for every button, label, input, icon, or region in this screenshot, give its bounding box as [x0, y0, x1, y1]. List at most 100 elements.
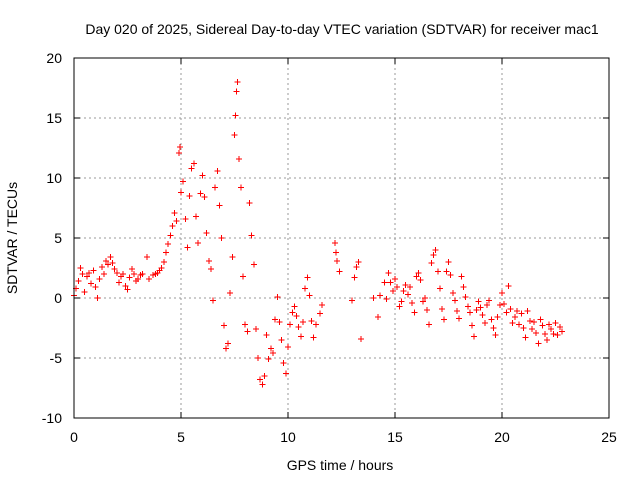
data-point [218, 235, 225, 241]
data-point [190, 160, 197, 167]
data-point [447, 272, 454, 279]
data-point [451, 297, 458, 304]
y-tick-label: -5 [50, 350, 63, 366]
data-point [265, 356, 272, 363]
data-point [351, 274, 358, 281]
data-point [353, 263, 360, 270]
data-point [505, 283, 512, 289]
data-point [460, 284, 467, 291]
data-point [246, 200, 253, 207]
data-point [419, 298, 426, 305]
data-point [409, 299, 416, 306]
data-point [165, 241, 172, 247]
data-point [336, 268, 343, 275]
data-point [295, 323, 302, 330]
data-point [374, 314, 381, 321]
data-point [234, 79, 241, 85]
data-point [402, 281, 409, 288]
data-point [548, 326, 555, 333]
data-point [511, 314, 518, 321]
data-point [79, 271, 86, 277]
data-point [158, 265, 165, 271]
data-point [524, 308, 531, 315]
data-point [528, 326, 535, 333]
data-point [466, 309, 473, 316]
data-point [385, 269, 392, 276]
data-point [424, 307, 431, 313]
x-tick-label: 5 [177, 429, 185, 445]
data-point [436, 285, 443, 292]
data-point [445, 259, 452, 265]
data-point [212, 184, 219, 191]
data-point [411, 309, 418, 316]
data-point [103, 257, 110, 264]
data-point [173, 218, 180, 225]
y-tick-label: -10 [42, 410, 62, 426]
data-point [394, 284, 401, 291]
data-point [285, 344, 291, 351]
data-point [302, 285, 309, 292]
data-point [518, 310, 525, 317]
data-point [289, 309, 296, 316]
data-point [175, 149, 182, 156]
data-point [233, 88, 240, 95]
data-point [558, 328, 565, 335]
data-point [257, 376, 264, 383]
data-point [507, 305, 514, 312]
data-point [490, 325, 497, 331]
data-point [312, 321, 319, 328]
data-point [244, 328, 251, 335]
x-tick-label: 15 [387, 429, 403, 445]
data-point [188, 165, 195, 172]
data-point [421, 295, 428, 301]
data-point [178, 189, 184, 196]
data-point [210, 297, 217, 304]
data-point [111, 266, 118, 273]
data-point [276, 319, 283, 325]
data-point [492, 332, 499, 339]
data-point [124, 286, 131, 293]
data-point [449, 290, 456, 297]
data-point [297, 333, 304, 340]
data-point [96, 275, 103, 282]
x-tick-label: 25 [601, 429, 617, 445]
data-point [180, 178, 187, 185]
data-point [543, 337, 550, 343]
data-point [552, 320, 559, 327]
data-point [541, 331, 548, 337]
data-point [469, 322, 476, 329]
grid-layer [74, 58, 609, 418]
data-point [263, 332, 270, 339]
data-point [475, 298, 482, 305]
data-point [317, 310, 324, 317]
data-point [454, 308, 461, 315]
data-point [533, 329, 540, 336]
data-point [229, 254, 236, 261]
data-point [462, 293, 469, 300]
data-point [83, 273, 90, 280]
y-tick-label: 5 [54, 230, 62, 246]
data-point [443, 268, 450, 275]
data-point [242, 321, 249, 328]
data-point [248, 232, 255, 239]
data-point [274, 293, 281, 300]
data-point [232, 112, 239, 119]
data-point [333, 249, 340, 256]
data-point [270, 350, 277, 357]
data-point [98, 263, 105, 270]
data-point [85, 269, 92, 276]
x-tick-label: 20 [494, 429, 510, 445]
data-point [306, 292, 313, 299]
data-point [381, 279, 388, 286]
data-point [252, 326, 259, 333]
data-point [105, 261, 112, 268]
data-point [439, 305, 446, 312]
data-point [220, 322, 227, 329]
data-point [509, 320, 516, 327]
data-point [214, 167, 221, 174]
data-point [537, 316, 544, 323]
data-point [287, 321, 294, 328]
data-point [428, 260, 435, 267]
data-point [259, 381, 266, 388]
